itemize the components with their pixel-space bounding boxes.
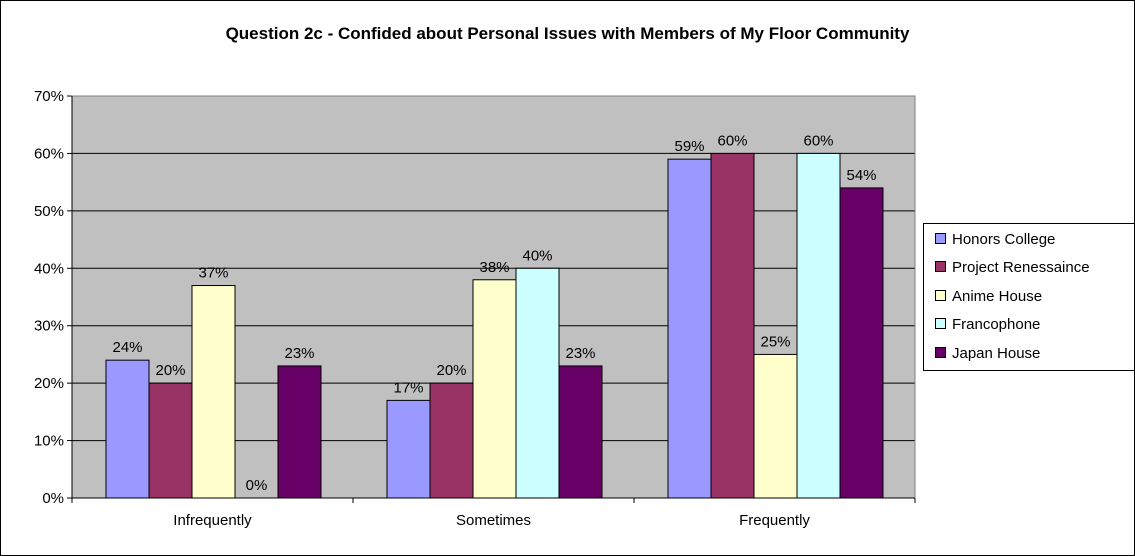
- legend-swatch: [935, 347, 946, 358]
- data-label: 20%: [436, 362, 466, 379]
- x-tick-label: Infrequently: [173, 512, 252, 529]
- data-label: 23%: [284, 345, 314, 362]
- chart-title: Question 2c - Confided about Personal Is…: [225, 24, 910, 43]
- legend-swatch: [935, 290, 946, 301]
- data-label: 60%: [803, 132, 833, 149]
- bar: [839, 187, 884, 499]
- bar: [386, 399, 431, 499]
- y-tick-label: 20%: [34, 375, 64, 392]
- y-tick-label: 70%: [34, 88, 64, 105]
- data-label: 40%: [522, 247, 552, 264]
- bar: [105, 359, 150, 499]
- legend-item-project-renessaince: Project Renessaince: [935, 258, 1090, 278]
- data-label: 20%: [155, 362, 185, 379]
- y-tick-label: 60%: [34, 145, 64, 162]
- legend-label: Anime House: [952, 288, 1043, 305]
- legend-label: Japan House: [952, 345, 1041, 362]
- data-label: 24%: [112, 339, 142, 356]
- legend-label: Project Renessaince: [952, 259, 1090, 276]
- bar: [277, 365, 322, 499]
- data-label: 38%: [479, 259, 509, 276]
- bar: [472, 279, 517, 499]
- y-tick-label: 10%: [34, 433, 64, 450]
- bar: [429, 382, 474, 499]
- legend-item-honors-college: Honors College: [935, 230, 1055, 250]
- bar: [515, 267, 560, 499]
- y-tick-label: 0%: [42, 490, 64, 507]
- legend-item-anime-house: Anime House: [935, 287, 1042, 307]
- data-label: 0%: [246, 477, 268, 494]
- legend-swatch: [935, 233, 946, 244]
- data-label: 60%: [717, 132, 747, 149]
- x-tick-label: Sometimes: [456, 512, 531, 529]
- bar: [753, 353, 798, 499]
- data-label: 54%: [846, 167, 876, 184]
- bar: [558, 365, 603, 499]
- legend-swatch: [935, 318, 946, 329]
- bar: [710, 152, 755, 499]
- legend-item-japan-house: Japan House: [935, 344, 1040, 364]
- legend: Honors College Project Renessaince Anime…: [923, 223, 1135, 371]
- bar: [148, 382, 193, 499]
- bar: [667, 158, 712, 499]
- legend-label: Honors College: [952, 231, 1056, 248]
- y-tick-label: 30%: [34, 318, 64, 335]
- data-label: 17%: [393, 379, 423, 396]
- bar: [796, 152, 841, 499]
- bar: [191, 285, 236, 499]
- legend-item-francophone: Francophone: [935, 315, 1040, 335]
- data-label: 37%: [198, 265, 228, 282]
- legend-label: Francophone: [952, 316, 1041, 333]
- legend-swatch: [935, 261, 946, 272]
- y-tick-label: 50%: [34, 203, 64, 220]
- x-tick-label: Frequently: [739, 512, 810, 529]
- data-label: 25%: [760, 333, 790, 350]
- data-label: 59%: [674, 138, 704, 155]
- y-tick-label: 40%: [34, 260, 64, 277]
- data-label: 23%: [565, 345, 595, 362]
